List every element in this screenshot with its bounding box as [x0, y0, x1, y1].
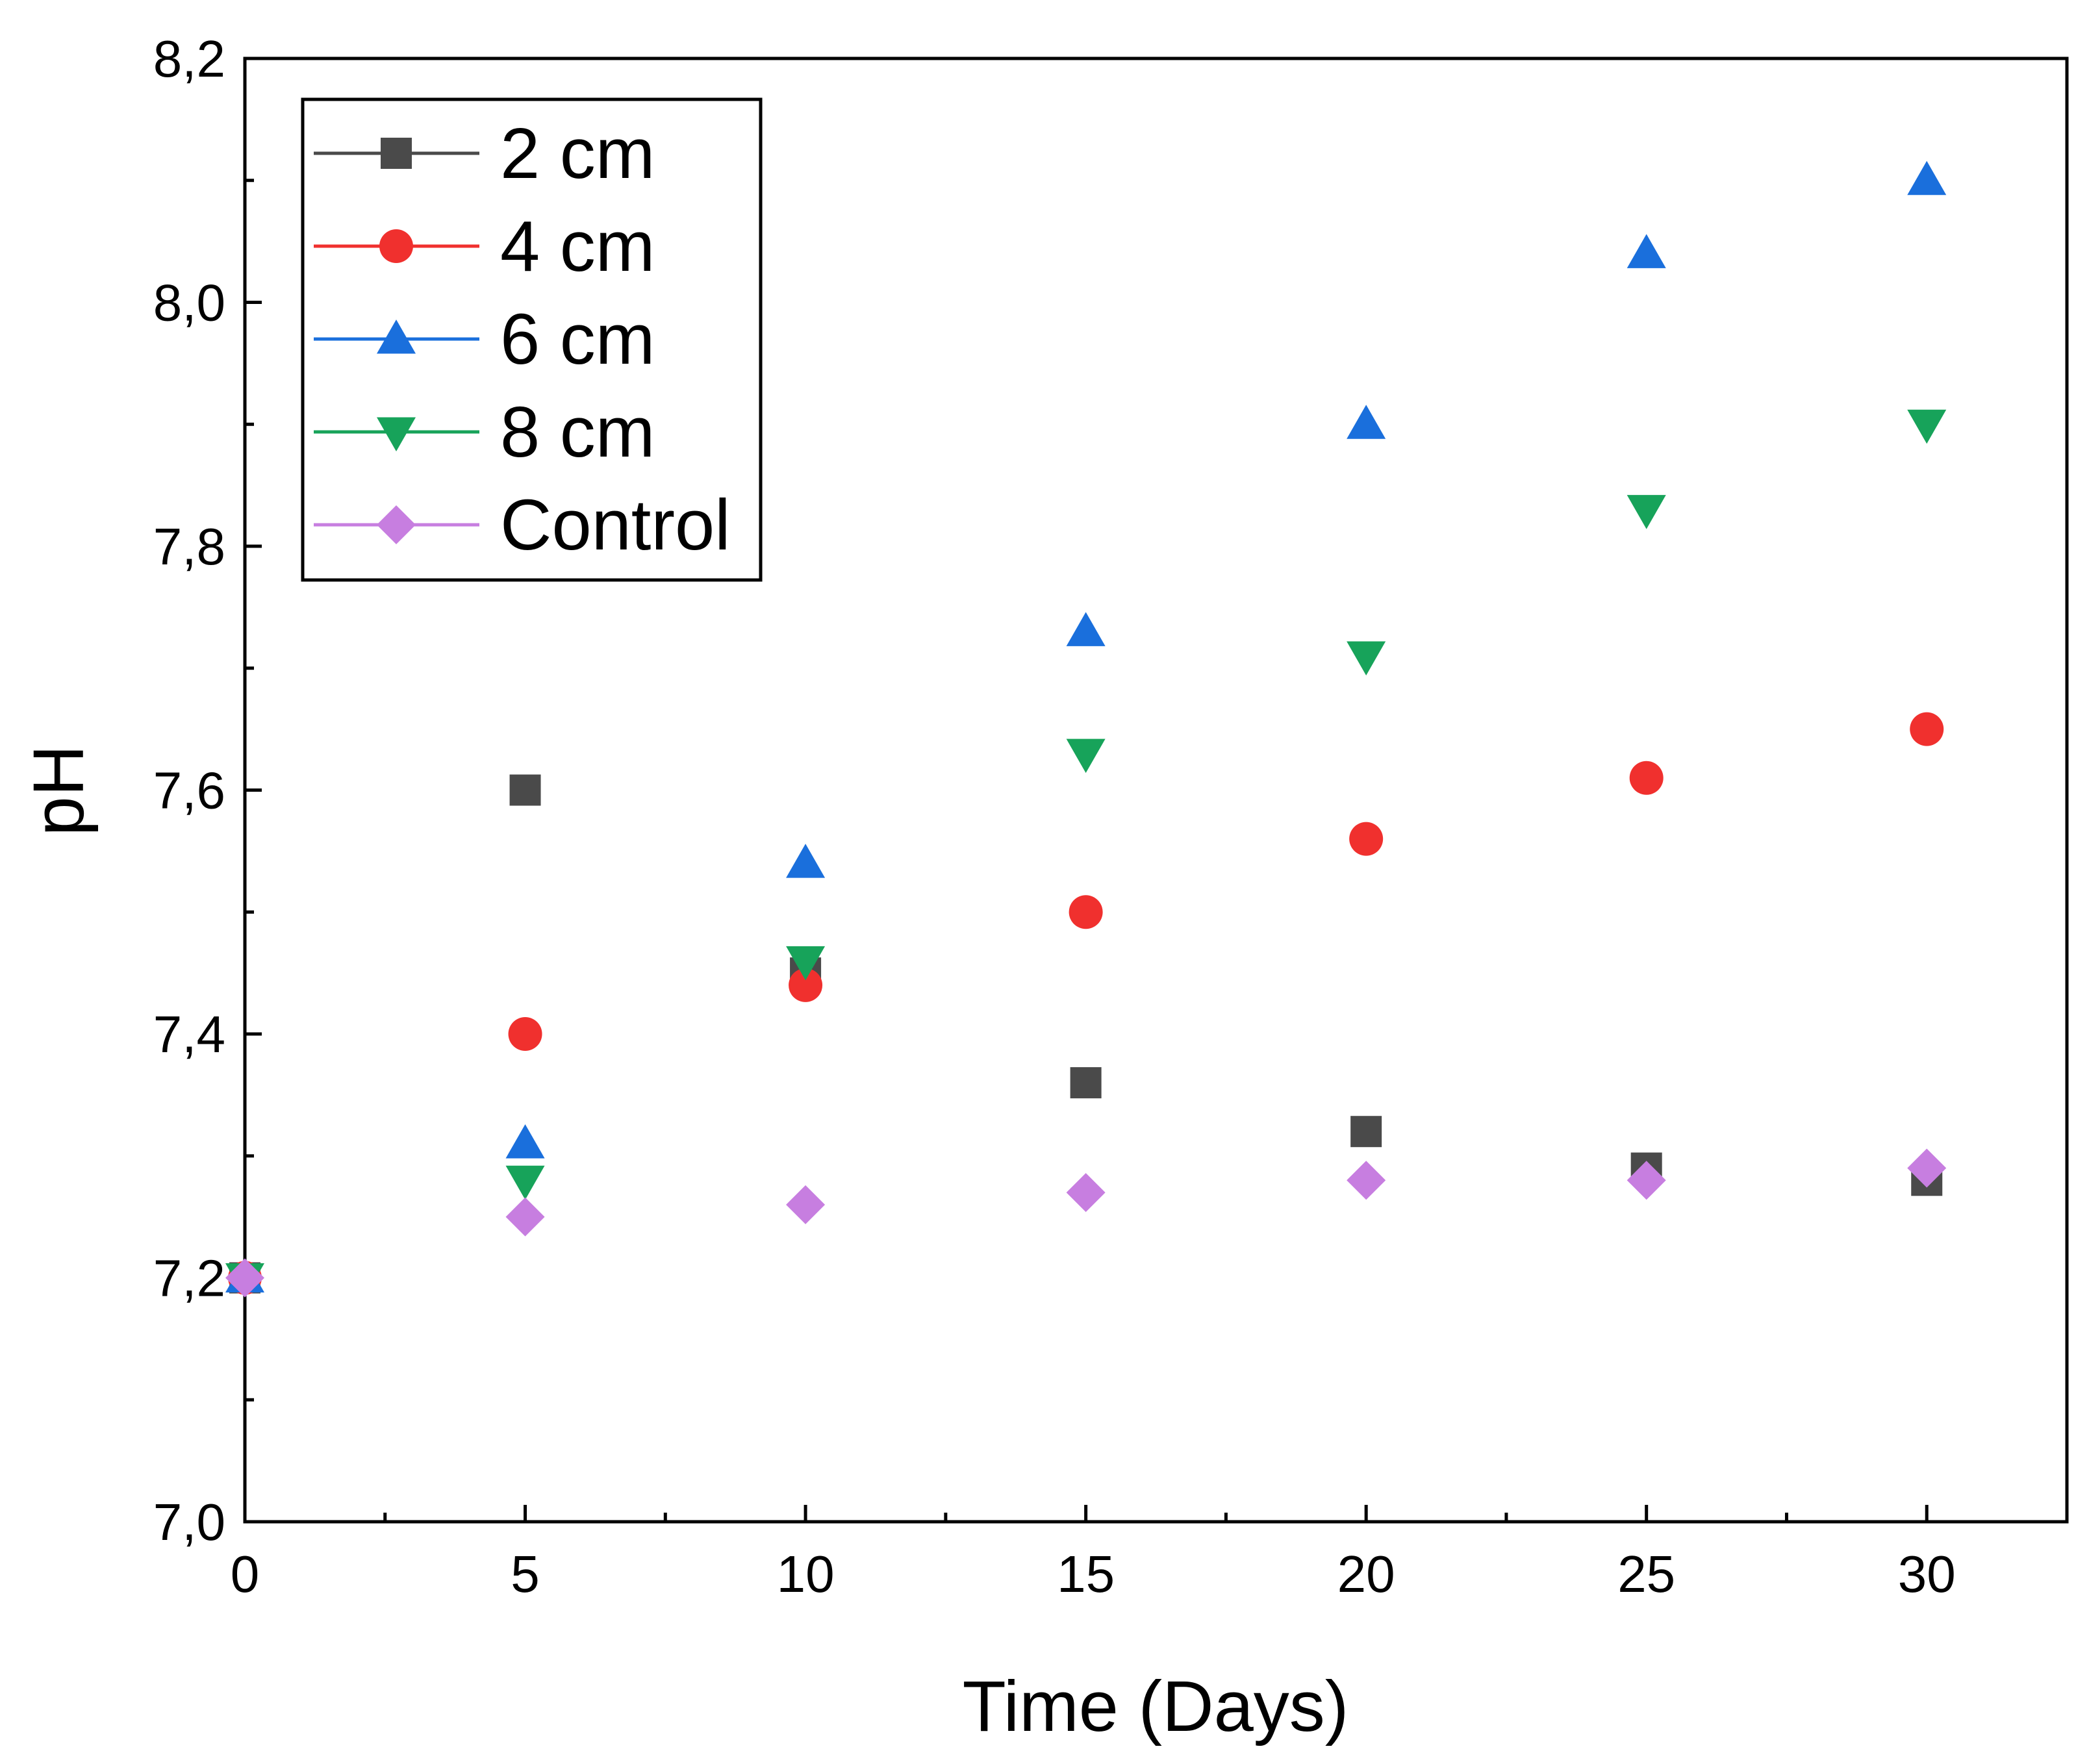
data-point — [1070, 1067, 1102, 1099]
data-point — [1066, 1173, 1106, 1213]
legend-marker — [377, 320, 416, 354]
legend-label: 6 cm — [500, 299, 655, 379]
data-point — [509, 774, 541, 806]
data-point — [1066, 738, 1106, 774]
legend-label: 2 cm — [500, 114, 655, 194]
y-axis: 7,0 7,2 7,4 7,6 7,8 8,0 8,2 — [153, 30, 262, 1551]
data-point — [1907, 1148, 1947, 1188]
y-tick-label: 7,8 — [153, 518, 225, 575]
data-point — [1907, 409, 1947, 444]
y-tick-label: 7,4 — [153, 1005, 225, 1063]
legend-item: 6 cm — [314, 299, 655, 379]
legend-item: Control — [314, 485, 731, 565]
data-point — [508, 1017, 542, 1051]
data-points — [225, 160, 1947, 1298]
y-tick-label: 7,6 — [153, 762, 225, 820]
legend-marker — [381, 138, 412, 169]
y-tick-label: 8,0 — [153, 274, 225, 332]
legend-label: 8 cm — [500, 392, 655, 472]
legend-item: 8 cm — [314, 392, 655, 472]
data-point — [1629, 761, 1664, 795]
y-tick-label: 7,2 — [153, 1250, 225, 1307]
legend-marker — [379, 229, 413, 263]
x-tick-label: 25 — [1617, 1545, 1675, 1603]
data-point — [505, 1124, 545, 1159]
y-tick-label: 7,0 — [153, 1493, 225, 1551]
data-point — [505, 1197, 545, 1237]
x-tick-label: 0 — [231, 1545, 260, 1603]
data-point — [1347, 1161, 1386, 1200]
y-tick-label: 8,2 — [153, 30, 225, 88]
x-axis-title: Time (Days) — [963, 1667, 1349, 1746]
x-axis: 0 5 10 15 20 25 30 — [231, 1505, 1956, 1603]
legend: 2 cm 4 cm 6 cm 8 cm Control — [301, 97, 763, 582]
data-point — [1910, 712, 1944, 746]
x-tick-label: 30 — [1898, 1545, 1956, 1603]
legend-label: 4 cm — [500, 207, 655, 286]
legend-marker — [377, 505, 416, 544]
data-point — [1349, 822, 1384, 856]
legend-item: 4 cm — [314, 207, 655, 286]
data-point — [1907, 160, 1947, 195]
series-control — [225, 1148, 1947, 1298]
legend-item: 2 cm — [314, 114, 655, 194]
data-point — [789, 968, 823, 1002]
legend-marker — [377, 417, 416, 451]
y-axis-title: pH — [19, 745, 99, 837]
legend-label: Control — [500, 485, 731, 565]
data-point — [1350, 1116, 1382, 1148]
data-point — [786, 946, 826, 981]
data-point — [1347, 405, 1386, 439]
data-point — [505, 1165, 545, 1200]
data-point — [1347, 641, 1386, 675]
series-2-cm — [229, 774, 1943, 1294]
data-point — [786, 844, 826, 878]
data-point — [225, 1258, 264, 1298]
x-tick-label: 15 — [1057, 1545, 1115, 1603]
data-point — [1627, 495, 1666, 529]
data-point — [786, 1185, 826, 1224]
x-tick-label: 10 — [777, 1545, 835, 1603]
data-point — [1069, 895, 1103, 929]
data-point — [1627, 1161, 1666, 1200]
data-point — [1627, 234, 1666, 268]
x-tick-label: 20 — [1337, 1545, 1395, 1603]
x-tick-label: 5 — [511, 1545, 540, 1603]
data-point — [1066, 612, 1106, 646]
